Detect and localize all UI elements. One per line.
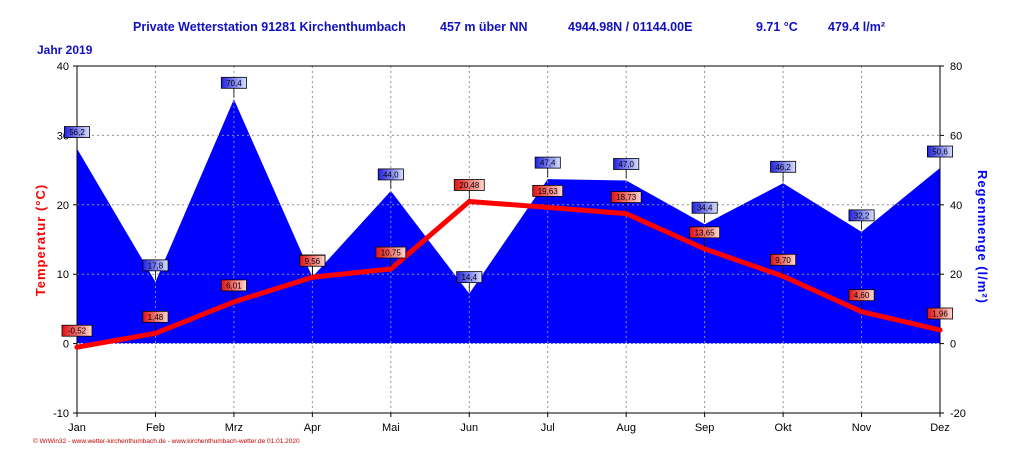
- plot-border: [76, 65, 941, 414]
- temperature-point: [545, 204, 551, 210]
- right-tick-label: 0: [950, 339, 956, 351]
- temperature-data-label-box: [453, 179, 485, 191]
- temperature-data-label-box: [848, 289, 875, 302]
- temperature-point: [859, 309, 865, 315]
- temperature-data-label-box: [299, 254, 326, 267]
- temperature-data-label-box: [689, 226, 721, 239]
- temperature-data-label: -0,52: [68, 327, 87, 336]
- left-tick-label: 0: [63, 339, 69, 351]
- rain-data-label: 32,2: [854, 211, 870, 220]
- rain-data-label-box: [220, 76, 247, 89]
- rain-data-label-box: [691, 201, 718, 214]
- rain-area: [77, 99, 940, 344]
- temperature-point: [702, 246, 708, 252]
- temperature-data-label: 9,70: [775, 256, 791, 265]
- rain-data-label-box: [142, 259, 169, 272]
- left-axis-title: Temperatur (°C): [33, 184, 48, 296]
- rain-data-label: 17,8: [148, 261, 164, 270]
- temperature-point: [937, 327, 943, 333]
- x-tick-label: Sep: [695, 422, 715, 434]
- rain-data-label-box: [377, 168, 404, 181]
- x-tick-label: Jun: [460, 422, 478, 434]
- temperature-data-label-box: [610, 191, 642, 204]
- x-tick-label: Dez: [930, 422, 950, 434]
- temperature-data-label: 9,56: [305, 257, 321, 266]
- temperature-data-label: 13,65: [695, 228, 716, 237]
- right-tick-label: 80: [950, 61, 962, 73]
- temperature-point: [623, 211, 629, 217]
- x-tick-label: Apr: [304, 422, 321, 434]
- temperature-point: [152, 330, 158, 336]
- rain-data-label: 47,0: [618, 160, 634, 169]
- x-tick-label: Mai: [382, 422, 400, 434]
- temperature-data-label-box: [220, 279, 247, 292]
- left-tick-label: 40: [57, 61, 69, 73]
- temperature-data-label: 10,75: [381, 248, 402, 257]
- station-coordinates: 4944.98N / 01144.00E: [568, 20, 693, 34]
- temperature-point: [74, 344, 80, 350]
- rain-data-label-box: [613, 158, 640, 170]
- rain-data-label: 44,0: [383, 170, 399, 179]
- right-tick-label: 60: [950, 130, 962, 142]
- total-rainfall: 479.4 l/m²: [828, 20, 885, 34]
- x-tick-label: Feb: [146, 422, 165, 434]
- temperature-data-label: 18,73: [616, 193, 637, 202]
- rain-data-label-box: [456, 271, 483, 284]
- rain-data-label: 56,2: [69, 128, 85, 137]
- temperature-data-label-box: [61, 324, 93, 337]
- x-tick-label: Okt: [775, 422, 792, 434]
- station-name: Private Wetterstation 91281 Kirchenthumb…: [133, 20, 406, 34]
- rain-data-label: 70,4: [226, 79, 242, 88]
- average-temperature: 9.71 °C: [756, 20, 798, 34]
- left-tick-label: -10: [53, 408, 69, 420]
- x-tick-label: Mrz: [225, 422, 243, 434]
- rain-data-label-box: [927, 145, 954, 158]
- temperature-data-label-box: [927, 307, 954, 320]
- temperature-point: [388, 266, 394, 272]
- temperature-data-label: 19,63: [538, 187, 559, 196]
- temperature-data-label-box: [142, 310, 169, 323]
- x-tick-label: Jul: [541, 422, 555, 434]
- station-altitude: 457 m über NN: [440, 20, 528, 34]
- rain-data-label: 46,2: [775, 163, 791, 172]
- footer-credit: © WrWin32 - www.wetter-kirchenthumbach.d…: [33, 438, 300, 445]
- temperature-data-label: 20,48: [459, 181, 480, 190]
- rain-data-label-box: [64, 126, 91, 138]
- rain-data-label-box: [534, 156, 561, 169]
- rain-data-label-box: [770, 160, 797, 173]
- rain-data-label: 34,4: [697, 204, 713, 213]
- temperature-point: [466, 198, 472, 204]
- temperature-data-label: 4,60: [854, 291, 870, 300]
- rain-data-label-box: [848, 209, 875, 222]
- temperature-point: [231, 299, 237, 305]
- temperature-point: [309, 274, 315, 280]
- temperature-data-label: 1,48: [148, 313, 164, 322]
- temperature-data-label-box: [532, 184, 564, 197]
- temperature-data-label: 6,01: [226, 281, 242, 290]
- temperature-line: [74, 198, 943, 350]
- x-tick-label: Aug: [616, 422, 636, 434]
- temperature-data-label: 1,96: [932, 309, 948, 318]
- right-tick-label: -20: [950, 408, 966, 420]
- x-tick-label: Nov: [852, 422, 872, 434]
- temperature-point: [780, 273, 786, 279]
- temperature-data-label-box: [375, 246, 407, 259]
- rain-data-label: 14,4: [461, 273, 477, 282]
- left-tick-label: 10: [57, 269, 69, 281]
- year-label: Jahr 2019: [37, 43, 93, 57]
- temperature-data-label-box: [770, 253, 797, 266]
- x-tick-label: Jan: [68, 422, 86, 434]
- right-tick-label: 20: [950, 269, 962, 281]
- right-tick-label: 40: [950, 200, 962, 212]
- right-axis-title: Regenmenge (l/m²): [975, 170, 990, 304]
- rain-data-label: 50,6: [932, 148, 948, 157]
- left-tick-label: 20: [57, 200, 69, 212]
- rain-data-label: 47,4: [540, 159, 556, 168]
